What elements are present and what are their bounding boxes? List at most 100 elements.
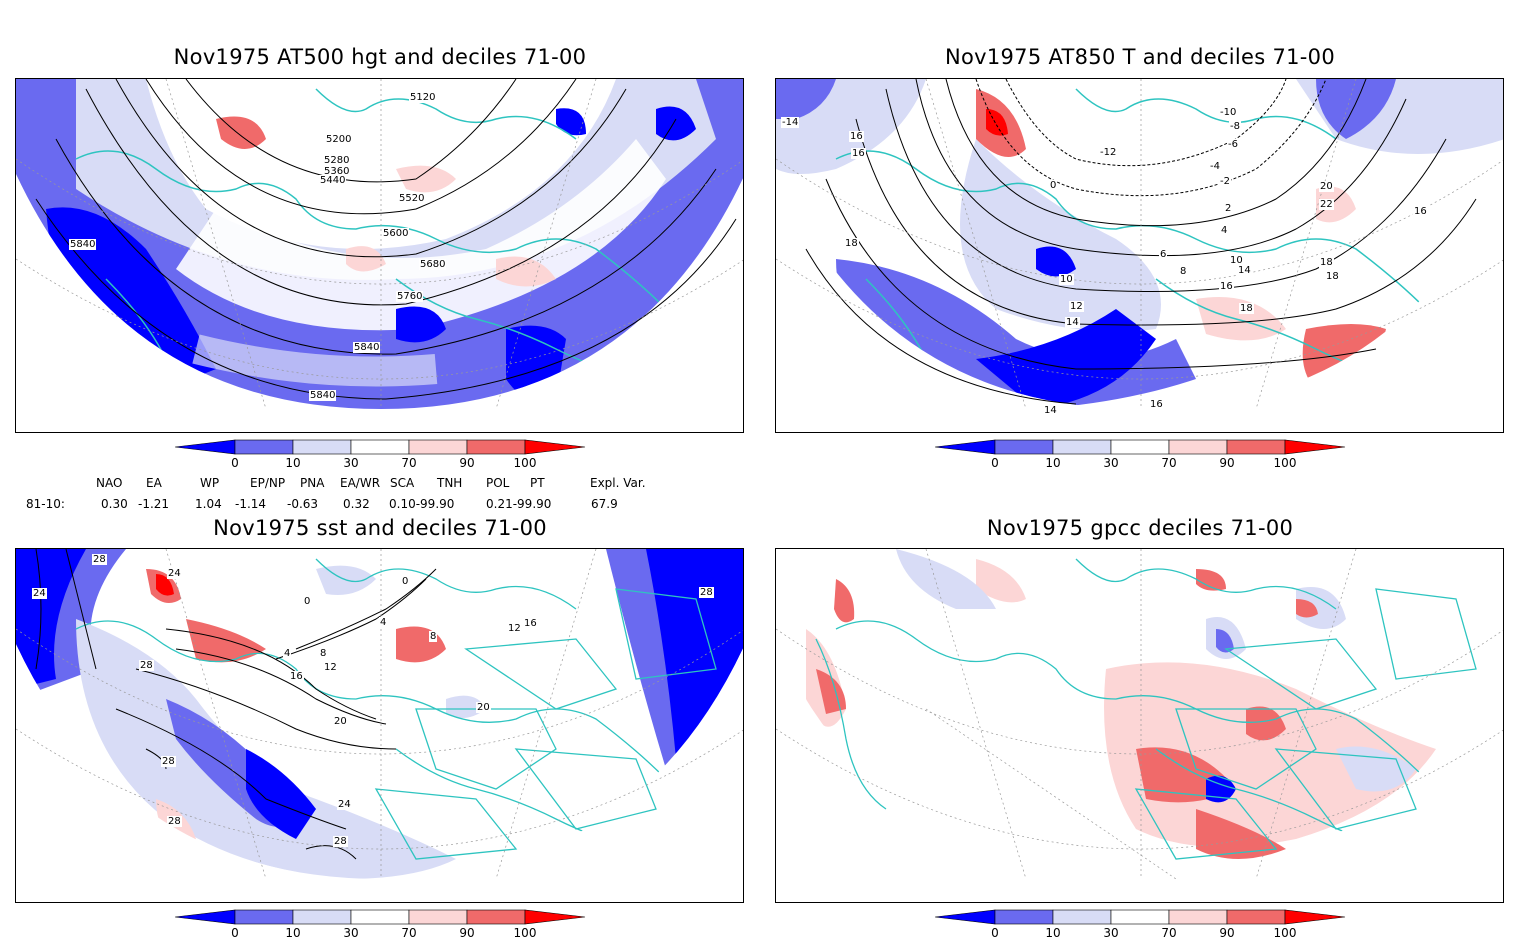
colorbar-tick: 70 bbox=[1161, 456, 1177, 470]
contour-label: 12 bbox=[323, 662, 338, 673]
colorbar-tick: 100 bbox=[513, 926, 537, 940]
contour-label: 18 bbox=[1325, 271, 1340, 282]
contour-label: 0 bbox=[303, 596, 312, 607]
contour-label: -8 bbox=[1229, 121, 1241, 132]
contour-label: 5840 bbox=[69, 239, 97, 250]
contour-label: 5680 bbox=[419, 259, 447, 270]
contour-label: -6 bbox=[1227, 139, 1239, 150]
colorbar-tick: 0 bbox=[991, 926, 999, 940]
contour-label: 22 bbox=[1319, 199, 1334, 210]
panel-title-sst: Nov1975 sst and deciles 71-00 bbox=[213, 516, 547, 540]
index-header-pt: PT bbox=[530, 476, 545, 490]
colorbar-tick: 90 bbox=[1219, 456, 1235, 470]
index-value-explvar: 67.9 bbox=[591, 497, 618, 511]
index-header-tnh: TNH bbox=[437, 476, 463, 490]
colorbar-tick: 90 bbox=[459, 926, 475, 940]
contour-label: 16 bbox=[1149, 399, 1164, 410]
colorbar-tick: 70 bbox=[401, 456, 417, 470]
index-header-pol: POL bbox=[486, 476, 510, 490]
index-value-sca: 0.10-99.90 bbox=[389, 497, 455, 511]
contour-label: 18 bbox=[844, 238, 859, 249]
contour-label: 8 bbox=[429, 631, 438, 642]
contour-label: 16 bbox=[851, 148, 866, 159]
contour-label: 14 bbox=[1065, 317, 1080, 328]
index-value-nao: 0.30 bbox=[101, 497, 128, 511]
colorbar-tick: 0 bbox=[991, 456, 999, 470]
contour-label: -12 bbox=[1099, 147, 1118, 158]
colorbar-tick: 10 bbox=[285, 456, 301, 470]
contour-label: 20 bbox=[1319, 181, 1334, 192]
index-row-label: 81-10: bbox=[26, 497, 65, 511]
contour-label: 5600 bbox=[382, 228, 410, 239]
contour-label: 5520 bbox=[398, 193, 426, 204]
index-value-pna: -0.63 bbox=[287, 497, 319, 511]
colorbar-gpcc: 0 10 30 70 90 100 bbox=[935, 908, 1355, 948]
index-header-explvar: Expl. Var. bbox=[590, 476, 646, 490]
colorbar-hgt: 0 10 30 70 90 100 bbox=[175, 438, 595, 478]
contour-label: 28 bbox=[139, 660, 154, 671]
contour-label: 10 bbox=[1059, 274, 1074, 285]
panel-title-t850: Nov1975 AT850 T and deciles 71-00 bbox=[944, 45, 1336, 69]
contour-label: -14 bbox=[781, 117, 800, 128]
index-header-eawr: EA/WR bbox=[340, 476, 381, 490]
contour-label: 28 bbox=[92, 554, 107, 565]
colorbar-tick: 0 bbox=[231, 456, 239, 470]
contour-label: 5280 bbox=[323, 155, 351, 166]
colorbar-tick: 90 bbox=[1219, 926, 1235, 940]
index-value-wp: 1.04 bbox=[195, 497, 222, 511]
map-panel-hgt: 5120 5200 5280 5360 5440 5520 5600 5680 … bbox=[15, 78, 744, 433]
map-panel-t850: -14 16 16 18 -10 -8 -6 -12 -2 -4 0 2 4 6… bbox=[775, 78, 1504, 433]
index-header-pna: PNA bbox=[300, 476, 325, 490]
contour-label: 5120 bbox=[409, 92, 437, 103]
colorbar-tick: 70 bbox=[401, 926, 417, 940]
contour-label: 12 bbox=[507, 623, 522, 634]
index-header-nao: NAO bbox=[96, 476, 123, 490]
contour-label: 0 bbox=[1049, 180, 1058, 191]
contour-label: 24 bbox=[32, 588, 47, 599]
map-panel-sst: 24 28 24 28 28 0 0 4 4 8 8 12 16 20 20 2… bbox=[15, 548, 744, 903]
colorbar-tick: 100 bbox=[1273, 926, 1297, 940]
panel-title-gpcc: Nov1975 gpcc deciles 71-00 bbox=[986, 516, 1294, 540]
colorbar-tick: 30 bbox=[1103, 926, 1119, 940]
index-value-pol: 0.21-99.90 bbox=[486, 497, 552, 511]
contour-label: 8 bbox=[319, 648, 328, 659]
map-panel-gpcc bbox=[775, 548, 1504, 903]
contour-label: 6 bbox=[1159, 249, 1168, 260]
contour-label: 24 bbox=[337, 799, 352, 810]
contour-label: 28 bbox=[167, 816, 182, 827]
panel-title-hgt: Nov1975 AT500 hgt and deciles 71-00 bbox=[173, 45, 587, 69]
contour-label: -10 bbox=[1219, 107, 1238, 118]
colorbar-tick: 90 bbox=[459, 456, 475, 470]
contour-label: 28 bbox=[333, 836, 348, 847]
contour-label: 24 bbox=[167, 568, 182, 579]
colorbar-tick: 30 bbox=[343, 926, 359, 940]
contour-label: 20 bbox=[333, 716, 348, 727]
colorbar-t850: 0 10 30 70 90 100 bbox=[935, 438, 1355, 478]
contour-label: 10 bbox=[1229, 255, 1244, 266]
contour-label: -2 bbox=[1219, 176, 1231, 187]
index-header-sca: SCA bbox=[390, 476, 415, 490]
colorbar-tick: 10 bbox=[1045, 456, 1061, 470]
contour-label: 12 bbox=[1069, 301, 1084, 312]
contour-label: 16 bbox=[849, 131, 864, 142]
index-header-ea: EA bbox=[146, 476, 162, 490]
colorbar-sst: 0 10 30 70 90 100 bbox=[175, 908, 595, 948]
contour-label: 16 bbox=[289, 671, 304, 682]
colorbar-tick: 0 bbox=[231, 926, 239, 940]
contour-label: 8 bbox=[1179, 266, 1188, 277]
index-value-eawr: 0.32 bbox=[343, 497, 370, 511]
contour-label: 5760 bbox=[396, 291, 424, 302]
colorbar-tick: 100 bbox=[513, 456, 537, 470]
contour-label: 5840 bbox=[353, 342, 381, 353]
contour-label: 5840 bbox=[309, 390, 337, 401]
contour-label: 28 bbox=[699, 587, 714, 598]
contour-label: 4 bbox=[1220, 225, 1229, 236]
contour-label: 4 bbox=[379, 617, 388, 628]
contour-label: 5360 bbox=[323, 166, 351, 177]
contour-label: 28 bbox=[161, 756, 176, 767]
contour-label: 16 bbox=[1413, 206, 1428, 217]
contour-label: 5200 bbox=[325, 134, 353, 145]
contour-label: 4 bbox=[283, 648, 292, 659]
contour-label: 16 bbox=[523, 618, 538, 629]
colorbar-tick: 30 bbox=[343, 456, 359, 470]
